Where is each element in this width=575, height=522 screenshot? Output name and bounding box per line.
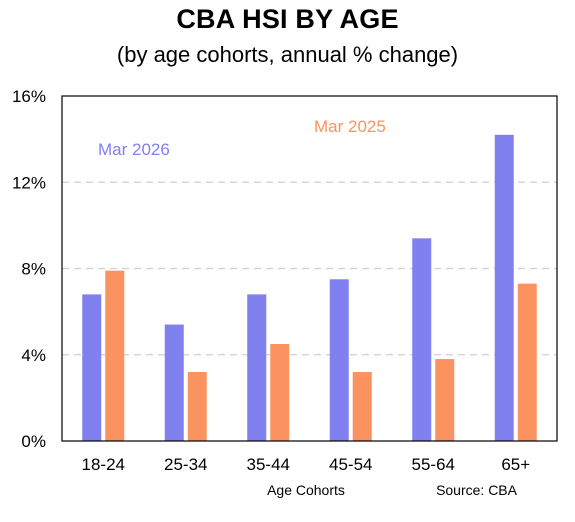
x-tick-label: 25-34 xyxy=(164,455,207,474)
bar-series2 xyxy=(352,372,372,441)
x-tick-label: 45-54 xyxy=(329,455,372,474)
source-note: Source: CBA xyxy=(436,482,518,498)
x-axis-title: Age Cohorts xyxy=(267,482,345,498)
chart-title: CBA HSI BY AGE xyxy=(176,4,399,34)
bar-series1 xyxy=(82,294,102,441)
y-tick-label: 16% xyxy=(12,87,46,106)
x-tick-label: 55-64 xyxy=(412,455,455,474)
legend-label-series2: Mar 2025 xyxy=(314,117,386,136)
x-tick-label: 65+ xyxy=(501,455,530,474)
bar-series1 xyxy=(164,324,184,441)
y-tick-label: 8% xyxy=(21,260,46,279)
legend-label-series1: Mar 2026 xyxy=(98,140,170,159)
y-tick-label: 0% xyxy=(21,432,46,451)
x-tick-label: 18-24 xyxy=(82,455,125,474)
y-tick-label: 4% xyxy=(21,346,46,365)
bar-series2 xyxy=(270,343,290,441)
bar-series2 xyxy=(517,283,537,441)
bar-series2 xyxy=(187,372,207,441)
bar-series2 xyxy=(435,359,455,441)
bar-series1 xyxy=(412,238,432,441)
bar-series1 xyxy=(329,279,349,441)
bar-series1 xyxy=(247,294,267,441)
y-tick-label: 12% xyxy=(12,173,46,192)
chart-subtitle: (by age cohorts, annual % change) xyxy=(116,42,459,67)
x-tick-label: 35-44 xyxy=(247,455,290,474)
plot-frame xyxy=(61,95,558,442)
bar-series1 xyxy=(494,134,514,441)
bar-series2 xyxy=(105,270,125,441)
